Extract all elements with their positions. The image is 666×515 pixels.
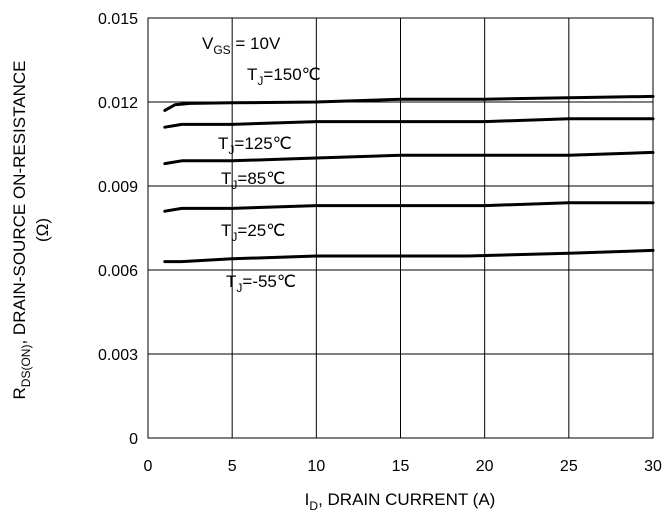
y-tick-label: 0.009 (98, 179, 138, 196)
y-tick-label: 0.012 (98, 95, 138, 112)
x-tick-label: 5 (228, 458, 237, 475)
x-tick-label: 10 (307, 458, 325, 475)
x-tick-label: 25 (560, 458, 578, 475)
x-tick-labels: 0 5 10 15 20 25 30 (144, 458, 662, 475)
y-tick-label: 0.015 (98, 11, 138, 28)
y-tick-label: 0 (129, 431, 138, 448)
y-axis-title: RDS(ON), DRAIN-SOURCE ON-RESISTANCE (10, 61, 33, 400)
y-tick-label: 0.006 (98, 263, 138, 280)
x-tick-label: 20 (476, 458, 494, 475)
y-tick-labels: 0 0.003 0.006 0.009 0.012 0.015 (98, 11, 138, 448)
y-axis-unit: (Ω) (33, 218, 52, 242)
y-tick-label: 0.003 (98, 347, 138, 364)
x-tick-label: 30 (644, 458, 662, 475)
x-tick-label: 0 (144, 458, 153, 475)
x-tick-label: 15 (392, 458, 410, 475)
x-axis-title: ID, DRAIN CURRENT (A) (305, 490, 496, 513)
